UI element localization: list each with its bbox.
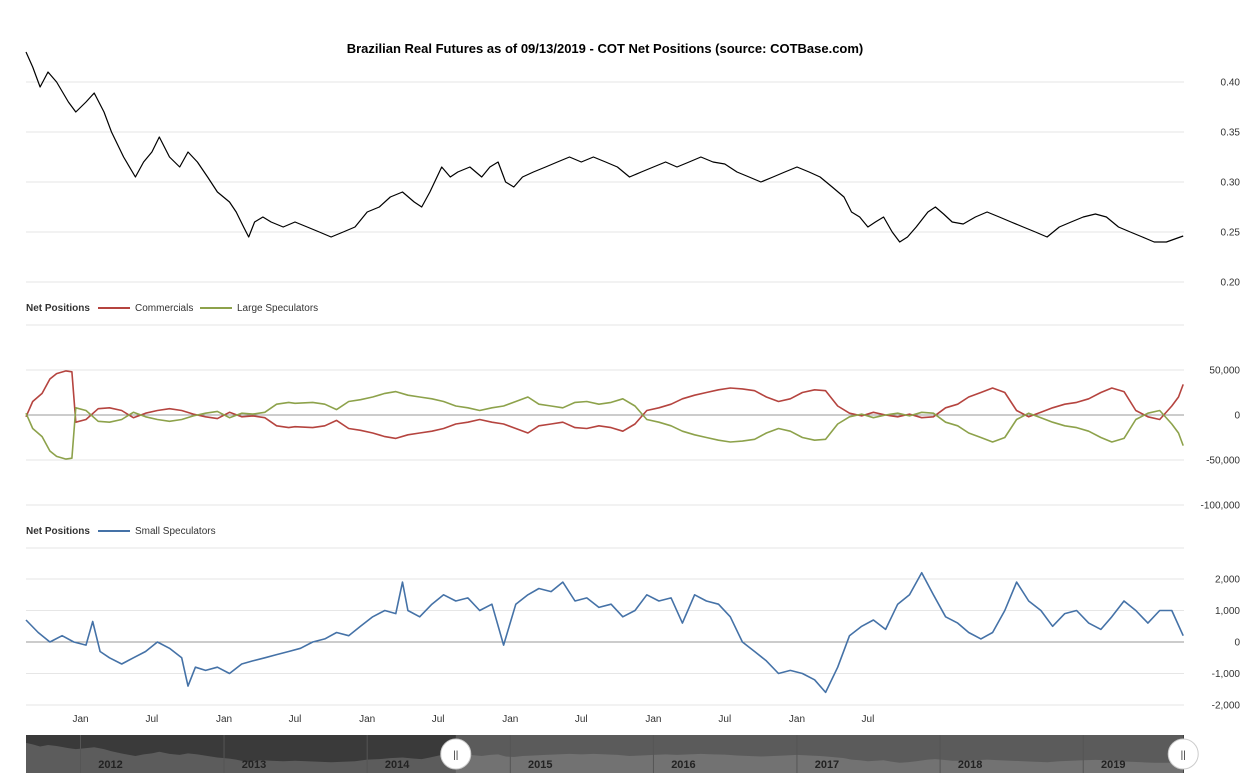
navigator-area <box>26 742 1184 773</box>
x-tick-label: Jan <box>502 714 518 725</box>
navigator-year-label: 2018 <box>958 759 982 771</box>
navigator-year-label: 2019 <box>1101 759 1125 771</box>
y-tick-label: 0.30 <box>1221 178 1241 189</box>
navigator-year-labels: 2012 2013 2014 2015 2016 2017 2018 2019 <box>80 735 1125 773</box>
small-speculators-legend: Net Positions Small Speculators <box>26 526 216 537</box>
net-positions-panel-y-axis: 50,000 0 -50,000 -100,000 <box>1201 366 1241 512</box>
x-tick-label: Jan <box>789 714 805 725</box>
y-tick-label: -1,000 <box>1212 669 1241 680</box>
small-speculators-series-line[interactable] <box>25 571 1184 694</box>
x-tick-label: Jan <box>216 714 232 725</box>
x-tick-label: Jul <box>289 714 302 725</box>
navigator-year-label: 2015 <box>528 759 552 771</box>
navigator-year-label: 2012 <box>98 759 122 771</box>
navigator-right-handle[interactable]: || <box>1167 738 1199 770</box>
y-tick-label: 0.40 <box>1221 78 1241 89</box>
y-tick-label: 0.35 <box>1221 128 1241 139</box>
navigator-left-handle-glyph: || <box>453 750 458 761</box>
range-navigator[interactable]: 2012 2013 2014 2015 2016 2017 2018 2019 || || <box>26 735 1199 773</box>
navigator-right-handle-knob[interactable] <box>1167 738 1199 770</box>
chart-title: Brazilian Real Futures as of 09/13/2019 … <box>347 41 864 56</box>
y-tick-label: 0.25 <box>1221 228 1241 239</box>
small-speculators-panel-series <box>25 571 1184 694</box>
navigator-left-handle[interactable]: || <box>440 738 472 770</box>
x-tick-label: Jul <box>575 714 588 725</box>
navigator-year-label: 2014 <box>385 759 410 771</box>
legend-label-commercials[interactable]: Commercials <box>135 303 193 314</box>
x-axis: Jan Jul Jan Jul Jan Jul Jan Jul Jan Jul Jan Jul <box>72 714 874 725</box>
price-panel-grid <box>26 81 1184 283</box>
navigator-year-label: 2017 <box>815 759 839 771</box>
navigator-year-label: 2013 <box>242 759 266 771</box>
x-tick-label: Jan <box>359 714 375 725</box>
legend-label-large-speculators[interactable]: Large Speculators <box>237 303 318 314</box>
x-tick-label: Jan <box>72 714 88 725</box>
y-tick-label: 50,000 <box>1209 366 1240 377</box>
navigator-year-label: 2016 <box>671 759 695 771</box>
navigator-left-handle-knob[interactable] <box>440 738 472 770</box>
legend-label-small-speculators[interactable]: Small Speculators <box>135 526 216 537</box>
x-tick-label: Jul <box>432 714 445 725</box>
x-tick-label: Jul <box>718 714 731 725</box>
net-positions-legend: Net Positions Commercials Large Speculat… <box>26 303 318 314</box>
price-panel-y-axis: 0.40 0.35 0.30 0.25 0.20 <box>1221 78 1241 289</box>
net-positions-panel-grid <box>26 324 1184 506</box>
y-tick-label: -50,000 <box>1206 456 1240 467</box>
y-tick-label: 0 <box>1234 411 1240 422</box>
y-tick-label: 2,000 <box>1215 575 1240 586</box>
net-positions-panel-series <box>25 370 1184 460</box>
y-tick-label: 0 <box>1234 638 1240 649</box>
navigator-right-handle-glyph: || <box>1181 750 1186 761</box>
small-speculators-panel-y-axis: 2,000 1,000 0 -1,000 -2,000 <box>1212 575 1241 712</box>
x-tick-label: Jul <box>862 714 875 725</box>
navigator-selection[interactable] <box>455 735 1184 773</box>
large-speculators-series-line[interactable] <box>25 390 1184 460</box>
y-tick-label: -100,000 <box>1201 501 1241 512</box>
legend-title: Net Positions <box>26 303 90 314</box>
small-speculators-panel-grid <box>26 547 1184 706</box>
x-tick-label: Jul <box>145 714 158 725</box>
commercials-series-line[interactable] <box>25 370 1184 440</box>
y-tick-label: 1,000 <box>1215 606 1240 617</box>
legend-title: Net Positions <box>26 526 90 537</box>
y-tick-label: 0.20 <box>1221 278 1241 289</box>
price-panel-series <box>25 51 1184 243</box>
price-series-line[interactable] <box>25 51 1184 243</box>
x-tick-label: Jan <box>645 714 661 725</box>
y-tick-label: -2,000 <box>1212 701 1241 712</box>
